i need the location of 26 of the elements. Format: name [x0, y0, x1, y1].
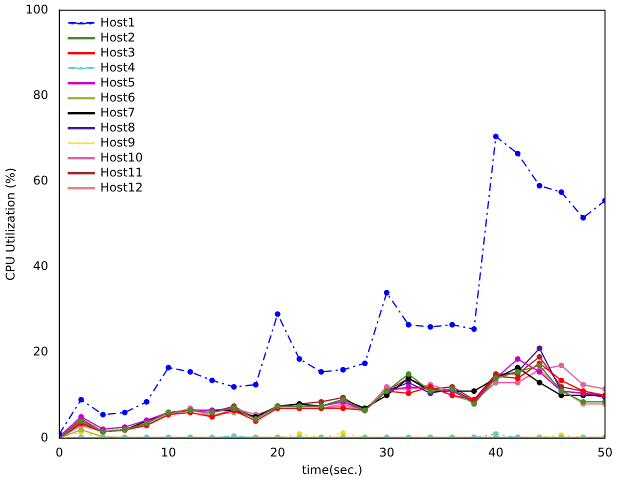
- y-tick-label: 60: [33, 174, 48, 188]
- legend-label: Host3: [100, 45, 136, 60]
- x-tick-label: 30: [379, 446, 394, 460]
- legend-label: Host7: [100, 105, 136, 120]
- legend-label: Host1: [100, 15, 136, 30]
- x-axis-title: time(sec.): [302, 462, 362, 477]
- legend-label: Host9: [100, 135, 136, 150]
- legend-label: Host5: [100, 75, 136, 90]
- legend-label: Host4: [100, 60, 136, 74]
- y-tick-label: 80: [33, 88, 48, 102]
- legend-label: Host8: [100, 120, 136, 134]
- y-axis-title: CPU Utilization (%): [3, 168, 18, 281]
- legend-label: Host12: [100, 180, 143, 194]
- x-tick-label: 10: [160, 446, 176, 460]
- legend-label: Host11: [100, 165, 143, 180]
- y-tick-label: 40: [33, 259, 48, 274]
- y-tick-label: 20: [33, 344, 48, 359]
- legend-label: Host2: [100, 30, 136, 44]
- legend-label: Host10: [100, 150, 143, 164]
- y-tick-label: 0: [40, 430, 48, 444]
- x-tick-label: 0: [55, 446, 64, 460]
- x-tick-label: 50: [597, 446, 613, 460]
- legend-label: Host6: [100, 90, 136, 104]
- x-tick-label: 40: [488, 446, 504, 460]
- y-tick-label: 100: [25, 2, 48, 16]
- x-tick-label: 20: [270, 446, 286, 460]
